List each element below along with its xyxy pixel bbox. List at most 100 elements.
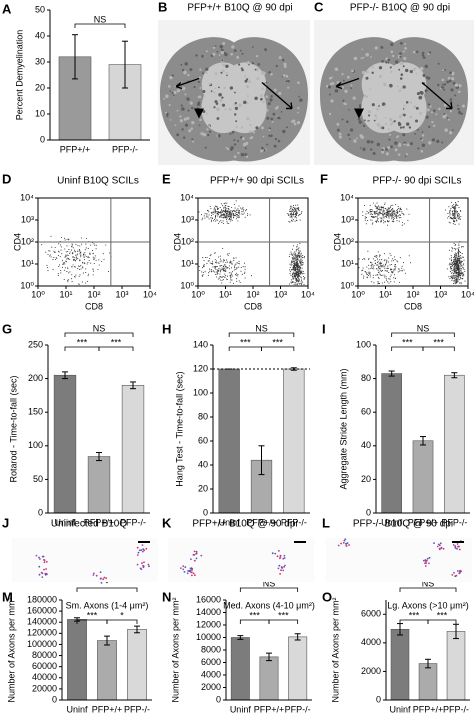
- event-dot: [390, 209, 392, 211]
- tissue-texture: [454, 94, 457, 97]
- tissue-texture: [389, 123, 393, 126]
- significance-label: NS: [93, 323, 106, 333]
- tissue-texture: [181, 107, 185, 111]
- tissue-texture: [256, 66, 260, 70]
- tissue-texture: [238, 103, 242, 107]
- axon-stain: [184, 566, 187, 568]
- event-dot: [222, 220, 224, 222]
- event-dot: [235, 268, 237, 270]
- event-dot: [298, 206, 300, 209]
- event-dot: [371, 208, 373, 211]
- tissue-texture: [385, 57, 389, 61]
- tissue-texture: [183, 70, 187, 75]
- event-dot: [293, 252, 295, 254]
- tissue-texture: [242, 142, 247, 147]
- event-dot: [396, 211, 398, 214]
- event-dot: [377, 269, 379, 271]
- event-dot: [385, 279, 387, 281]
- tissue-texture: [442, 69, 445, 72]
- event-dot: [401, 224, 403, 226]
- tissue-texture: [360, 57, 363, 60]
- tissue-texture: [419, 90, 423, 94]
- tissue-texture: [222, 42, 226, 45]
- bar: [53, 374, 77, 514]
- tissue-texture: [402, 108, 405, 110]
- event-dot: [236, 267, 238, 269]
- event-dot: [453, 277, 456, 279]
- significance-bracket: [261, 346, 295, 351]
- tissue-texture: [451, 77, 455, 81]
- event-dot: [214, 211, 216, 213]
- bar: [390, 628, 410, 701]
- event-dot: [375, 264, 377, 266]
- event-dot: [66, 279, 69, 281]
- tissue-texture: [421, 134, 425, 137]
- tissue-texture: [260, 126, 264, 130]
- tissue-texture: [414, 67, 417, 70]
- event-dot: [385, 211, 387, 213]
- tissue-texture: [221, 96, 224, 99]
- y-tick-label: 50: [33, 474, 43, 484]
- event-dot: [450, 263, 452, 266]
- event-dot: [223, 203, 225, 205]
- tissue-texture: [246, 101, 249, 105]
- tissue-texture: [271, 120, 274, 123]
- event-dot: [297, 281, 299, 283]
- event-dot: [293, 219, 295, 221]
- event-dot: [447, 217, 449, 219]
- event-dot: [453, 264, 455, 266]
- event-dot: [300, 279, 303, 281]
- tissue-texture: [237, 63, 241, 66]
- event-dot: [293, 262, 295, 264]
- tissue-texture: [388, 138, 391, 141]
- event-dot: [86, 263, 88, 265]
- tissue-texture: [385, 61, 388, 64]
- event-dot: [454, 249, 456, 251]
- event-dot: [382, 274, 384, 276]
- event-dot: [297, 270, 299, 272]
- event-dot: [458, 223, 460, 225]
- tissue-texture: [268, 128, 271, 131]
- event-dot: [103, 258, 105, 260]
- event-dot: [454, 254, 456, 256]
- event-dot: [301, 261, 303, 263]
- event-dot: [220, 271, 222, 273]
- tissue-texture: [236, 55, 240, 59]
- event-dot: [381, 265, 383, 267]
- event-dot: [208, 218, 210, 220]
- y-tick-label: 100000: [27, 639, 57, 649]
- event-dot: [226, 266, 228, 268]
- error-bar: [72, 34, 78, 80]
- event-dot: [227, 205, 229, 207]
- event-dot: [452, 270, 454, 272]
- event-dot: [389, 278, 391, 280]
- event-dot: [303, 278, 305, 280]
- tissue-texture: [405, 68, 409, 73]
- axon-stain: [277, 567, 280, 570]
- event-dot: [206, 213, 208, 215]
- event-dot: [292, 205, 295, 207]
- event-dot: [234, 207, 236, 209]
- event-dot: [462, 264, 464, 266]
- event-dot: [61, 253, 63, 255]
- event-dot: [65, 256, 67, 258]
- tissue-texture: [449, 71, 452, 75]
- tissue-texture: [384, 122, 388, 126]
- event-dot: [230, 272, 232, 274]
- event-dot: [300, 252, 302, 254]
- event-dot: [226, 202, 228, 204]
- bar: [283, 368, 305, 514]
- tissue-texture: [233, 155, 237, 159]
- event-dot: [300, 255, 302, 257]
- event-dot: [292, 209, 294, 212]
- panel-letter: O: [322, 589, 332, 604]
- event-dot: [458, 275, 460, 277]
- event-dot: [240, 270, 242, 272]
- event-dot: [237, 215, 239, 217]
- tissue-texture: [179, 115, 182, 118]
- event-dot: [374, 204, 376, 206]
- event-dot: [57, 273, 59, 275]
- axon-stain: [93, 572, 95, 575]
- event-dot: [386, 210, 388, 212]
